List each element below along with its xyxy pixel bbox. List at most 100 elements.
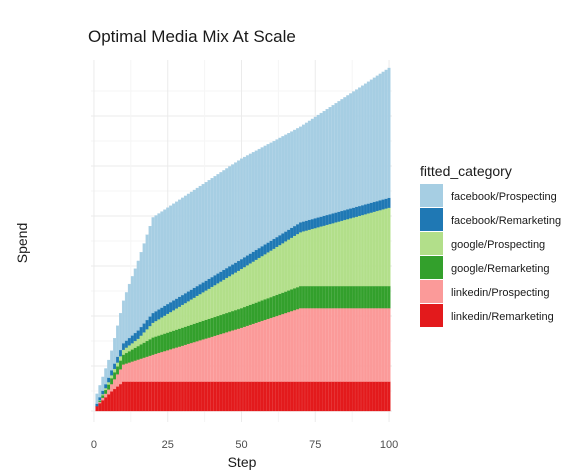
bar-segment <box>139 381 143 412</box>
bar-segment <box>204 319 208 339</box>
bar-segment <box>363 83 367 205</box>
bar-segment <box>154 336 158 354</box>
bar-segment <box>384 307 388 382</box>
legend-items: facebook/Prospecting facebook/Remarketing… <box>420 184 561 327</box>
bar-segment <box>266 242 270 253</box>
bar-segment <box>361 205 364 216</box>
bar-segment <box>95 403 99 407</box>
bar-segment <box>231 264 235 275</box>
bar-segment <box>384 381 388 412</box>
x-tick-label: 75 <box>309 439 321 451</box>
bar-segment <box>242 326 246 382</box>
bar-segment <box>110 383 114 392</box>
bar-segment <box>207 180 211 280</box>
bar-segment <box>287 381 291 412</box>
bar-segment <box>313 307 317 382</box>
bar-segment <box>98 397 102 401</box>
bar-segment <box>278 137 282 236</box>
bar-segment <box>104 397 108 412</box>
bar-segment <box>166 303 170 314</box>
bar-segment <box>163 315 167 334</box>
bar-segment <box>178 296 182 307</box>
bar-segment <box>266 318 270 382</box>
bar-segment <box>281 243 285 293</box>
bar-segment <box>263 145 267 245</box>
bar-segment <box>284 291 288 314</box>
bar-segment <box>195 381 199 412</box>
bar-segment <box>334 381 338 412</box>
bar-segment <box>375 200 379 212</box>
bar-segment <box>116 356 120 363</box>
bar-segment <box>355 89 359 207</box>
bar-segment <box>319 112 323 217</box>
bar-segment <box>331 307 335 382</box>
bar-segment <box>127 362 131 382</box>
bar-segment <box>361 85 364 206</box>
bar-segment <box>163 381 167 412</box>
bar-segment <box>248 253 252 264</box>
bar-segment <box>310 381 314 412</box>
bar-segment <box>269 296 273 319</box>
bar-segment <box>349 381 353 412</box>
bar-segment <box>210 286 214 319</box>
bar-segment <box>387 381 391 412</box>
bar-segment <box>307 120 311 221</box>
bar-segment <box>166 207 170 305</box>
bar-segment <box>251 381 255 412</box>
bar-segment <box>334 285 338 309</box>
bar-segment <box>198 185 202 285</box>
bar-segment <box>101 400 105 412</box>
legend-label: facebook/Prospecting <box>451 191 557 203</box>
bar-segment <box>237 328 241 382</box>
bar-segment <box>136 330 140 339</box>
bar-segment <box>361 307 364 382</box>
bar-segment <box>178 199 182 297</box>
bar-segment <box>384 69 388 199</box>
bar-segment <box>154 381 158 412</box>
bar-segment <box>107 377 111 383</box>
bar-segment <box>160 307 164 318</box>
bar-segment <box>189 381 193 412</box>
legend-label: linkedin/Prospecting <box>451 287 549 299</box>
bar-segment <box>169 311 173 332</box>
bar-segment <box>319 216 323 227</box>
bar-segment <box>163 209 167 306</box>
bar-segment <box>322 225 326 287</box>
bar-segment <box>375 75 379 202</box>
bar-segment <box>180 381 184 412</box>
bar-segment <box>245 155 249 256</box>
bar-segment <box>151 354 155 382</box>
bar-segment <box>213 176 217 276</box>
bar-segment <box>113 363 117 370</box>
bar-segment <box>248 153 252 254</box>
bar-segment <box>113 372 117 380</box>
bar-segment <box>325 307 329 382</box>
bar-segment <box>331 381 335 412</box>
bar-segment <box>175 201 179 299</box>
bar-segment <box>304 122 308 221</box>
bar-segment <box>372 285 376 309</box>
bar-segment <box>275 246 279 296</box>
bar-segment <box>319 226 323 287</box>
bar-segment <box>290 131 294 229</box>
bar-segment <box>213 335 217 382</box>
bar-segment <box>378 381 382 412</box>
bar-segment <box>172 310 176 331</box>
bar-segment <box>110 370 114 376</box>
bar-segment <box>166 313 170 333</box>
bar-segment <box>139 252 143 328</box>
bar-segment <box>116 386 120 412</box>
bar-segment <box>101 393 105 396</box>
bar-segment <box>381 209 385 287</box>
bar-segment <box>251 303 255 324</box>
bar-segment <box>257 257 261 302</box>
bar-segment <box>119 349 122 357</box>
bar-segment <box>119 360 122 370</box>
bar-segment <box>104 393 108 398</box>
bar-segment <box>219 172 223 272</box>
bar-segment <box>355 216 359 287</box>
bar-segment <box>121 364 125 382</box>
bar-segment <box>169 302 173 313</box>
bar-segment <box>116 325 120 357</box>
bar-segment <box>157 352 161 382</box>
